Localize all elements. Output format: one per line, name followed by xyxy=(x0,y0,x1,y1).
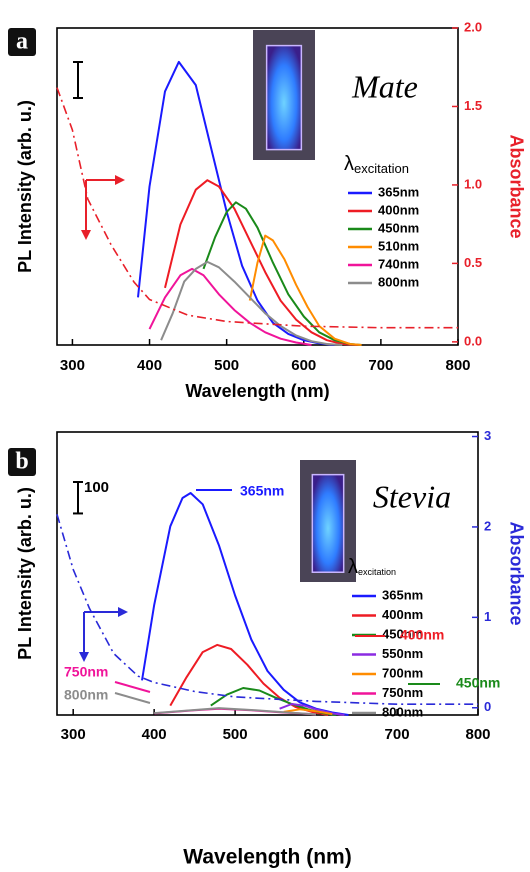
x-tick-label: 800 xyxy=(445,357,470,374)
arrow-head xyxy=(81,230,91,240)
absorbance-line xyxy=(56,87,458,329)
x-tick-label: 300 xyxy=(60,357,85,374)
legend-label: 800nm xyxy=(378,274,419,289)
y2-tick-label: 0.0 xyxy=(464,333,482,348)
legend-label: 750nm xyxy=(382,685,423,700)
x-tick-label: 600 xyxy=(304,726,329,743)
plot-frame xyxy=(56,431,479,716)
legend-label: 550nm xyxy=(382,646,423,661)
panel-label: a xyxy=(16,29,28,55)
inset-cuvette xyxy=(265,44,303,151)
y-axis-title: PL Intensity (arb. u.) xyxy=(15,100,35,273)
legend-label: 510nm xyxy=(378,238,419,253)
x-tick-label: 500 xyxy=(214,357,239,374)
legend-label: 800nm xyxy=(382,704,423,719)
y-axis-title: PL Intensity (arb. u.) xyxy=(15,487,35,660)
annotation: 400nm xyxy=(400,627,444,643)
pl-line xyxy=(148,267,312,346)
y2-tick-label: 1.5 xyxy=(464,98,482,113)
sample-name: Stevia xyxy=(373,478,451,514)
annotation-leader xyxy=(114,681,151,693)
annotation: 365nm xyxy=(240,483,284,499)
annotation: 750nm xyxy=(64,664,108,680)
panel-label-box xyxy=(8,448,36,476)
pl-line xyxy=(154,707,317,716)
x-tick-label: 400 xyxy=(142,726,167,743)
y2-tick-label: 2 xyxy=(484,518,491,533)
x-tick-label: 700 xyxy=(385,726,410,743)
y2-tick-label: 1 xyxy=(484,609,491,624)
pl-line xyxy=(137,60,335,346)
panel-label: b xyxy=(15,449,28,475)
y2-axis-title: Absorbance xyxy=(506,521,526,625)
sample-name: Mate xyxy=(351,68,418,104)
pl-line xyxy=(141,492,349,716)
y2-tick-label: 3 xyxy=(484,428,491,443)
y2-axis-title: Absorbance xyxy=(506,134,526,238)
pl-line xyxy=(160,260,343,346)
y2-tick-label: 1.0 xyxy=(464,176,482,191)
pl-line xyxy=(279,703,345,716)
x-tick-label: 400 xyxy=(137,357,162,374)
legend-label: 400nm xyxy=(378,202,419,217)
pl-line xyxy=(248,234,362,346)
legend-title-symbol: λ xyxy=(344,153,354,175)
inset-cuvette xyxy=(311,473,345,573)
pl-line xyxy=(283,708,333,716)
annotation: 450nm xyxy=(456,675,500,691)
x-tick-label: 700 xyxy=(368,357,393,374)
y2-tick-label: 0 xyxy=(484,699,491,714)
arrow-head xyxy=(115,175,125,185)
y2-tick-label: 2.0 xyxy=(464,19,482,34)
plot-frame xyxy=(56,27,459,346)
scale-bar-label: 100 xyxy=(84,479,109,496)
legend-label: 365nm xyxy=(378,184,419,199)
legend-title-symbol: λ xyxy=(348,556,358,578)
annotation: 800nm xyxy=(64,687,108,703)
pl-line xyxy=(164,179,358,346)
annotation-leader xyxy=(114,692,151,704)
legend-title: λexcitation xyxy=(344,153,409,176)
y2-tick-label: 0.5 xyxy=(464,255,482,270)
legend-label: 400nm xyxy=(382,607,423,622)
x-axis-title: Wavelength (nm) xyxy=(185,381,329,401)
x-tick-label: 600 xyxy=(291,357,316,374)
arrow-head xyxy=(79,652,89,662)
legend-label: 365nm xyxy=(382,587,423,602)
x-axis-title: Wavelength (nm) xyxy=(183,846,351,869)
legend-title-subscript: excitation xyxy=(354,161,409,176)
panel-label-box xyxy=(8,28,36,56)
pl-line xyxy=(202,201,362,346)
legend-title: λexcitation xyxy=(348,556,396,578)
legend-label: 450nm xyxy=(382,626,423,641)
legend-title-subscript: excitation xyxy=(358,567,396,577)
x-tick-label: 500 xyxy=(223,726,248,743)
x-tick-label: 800 xyxy=(465,726,490,743)
x-tick-label: 300 xyxy=(61,726,86,743)
arrow-head xyxy=(118,607,128,617)
legend-label: 740nm xyxy=(378,256,419,271)
legend-label: 450nm xyxy=(378,220,419,235)
legend-label: 700nm xyxy=(382,665,423,680)
